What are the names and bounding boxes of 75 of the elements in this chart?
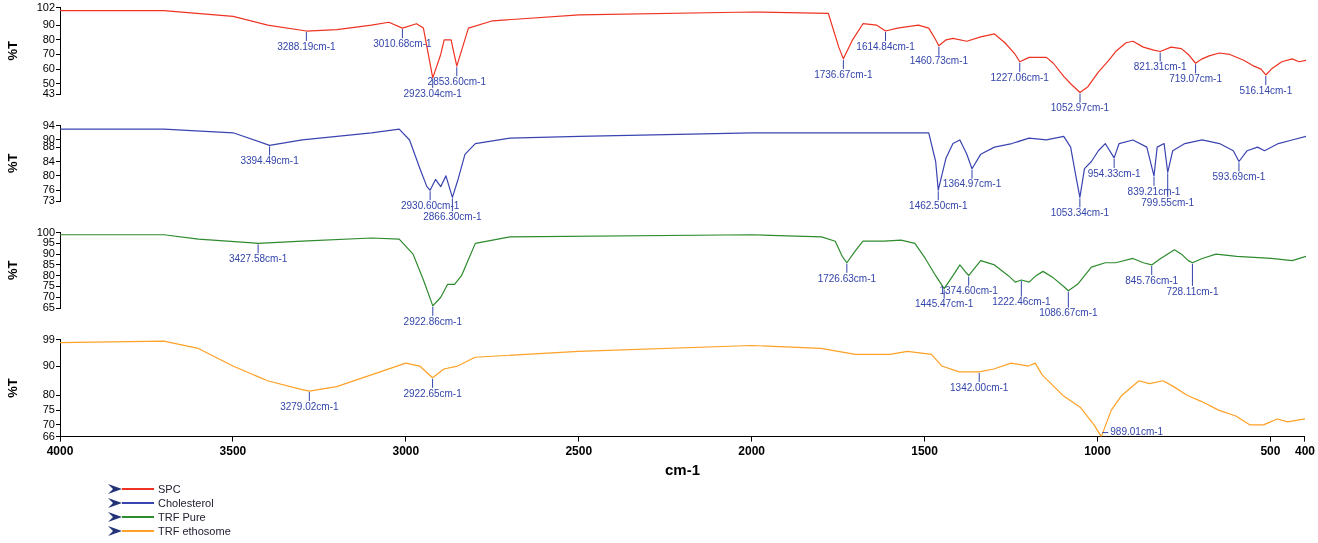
annotation: 3427.58cm-1 [228, 253, 288, 265]
y-axis-title: %T [5, 378, 21, 398]
annotation: 1462.50cm-1 [909, 199, 968, 211]
y-tick-label: 85 [42, 257, 55, 270]
y-tick-label: 75 [42, 403, 55, 416]
y-tick-label: 43 [42, 87, 55, 100]
annotation: 516.14cm-1 [1239, 84, 1293, 96]
y-tick-label: 94 [42, 118, 55, 131]
annotation: 2922.65cm-1 [403, 387, 463, 399]
annotation: 1052.97cm-1 [1050, 102, 1110, 114]
x-tick-label: 2000 [738, 444, 766, 459]
annotation: 845.76cm-1 [1125, 274, 1179, 286]
y-tick-label: 73 [42, 194, 55, 207]
y-tick-label: 70 [42, 417, 55, 430]
y-tick-label: 65 [42, 301, 55, 314]
legend-label: SPC [158, 483, 181, 495]
y-tick-label: 95 [42, 236, 55, 249]
annotation: 728.11cm-1 [1166, 285, 1219, 297]
y-tick-label: 80 [42, 268, 55, 281]
y-tick-label: 80 [42, 32, 55, 45]
x-tick-label: 500 [1260, 444, 1281, 459]
y-axis-title: %T [5, 260, 21, 281]
x-axis-title: cm-1 [664, 461, 701, 479]
annotation: 1445.47cm-1 [914, 298, 974, 310]
y-tick-label: 90 [42, 18, 55, 31]
annotation: 1342.00cm-1 [950, 381, 1009, 393]
y-axis-title: %T [5, 153, 21, 174]
y-tick-label: 90 [42, 247, 55, 260]
y-tick-label: 75 [42, 279, 55, 292]
x-tick-label: 400 [1294, 444, 1316, 459]
annotation: 719.07cm-1 [1169, 73, 1223, 84]
y-tick-label: 99 [42, 332, 55, 345]
legend-label: TRF ethosome [158, 525, 231, 537]
y-tick-label: 84 [42, 154, 55, 167]
legend-label: Cholesterol [158, 497, 214, 509]
y-tick-label: 60 [42, 62, 55, 75]
annotation: 1374.60cm-1 [939, 285, 999, 297]
y-tick-label: 90 [42, 359, 55, 372]
annotation: 1736.67cm-1 [814, 68, 873, 80]
y-tick-label: 50 [42, 76, 55, 89]
x-tick-label: 1000 [1084, 444, 1112, 459]
annotation: 1726.63cm-1 [817, 272, 877, 284]
annotation: 3279.02cm-1 [280, 400, 339, 412]
annotation: 954.33cm-1 [1087, 167, 1141, 179]
annotation: 799.55cm-1 [1141, 196, 1195, 208]
annotation: 1227.06cm-1 [990, 71, 1050, 83]
annotation: 1364.97cm-1 [942, 178, 1002, 190]
x-tick-label: 3500 [219, 444, 247, 459]
legend-label: TRF Pure [158, 511, 206, 523]
y-tick-label: 70 [42, 47, 55, 60]
x-tick-label: 2500 [565, 444, 593, 459]
annotation: 821.31cm-1 [1133, 61, 1188, 73]
annotation: 1086.67cm-1 [1039, 307, 1098, 319]
annotation: 989.01cm-1 [1110, 426, 1164, 438]
annotation: 2922.86cm-1 [403, 315, 463, 327]
x-tick-label: 3000 [392, 444, 420, 459]
annotation: 2866.30cm-1 [423, 210, 483, 222]
y-tick-label: 66 [42, 429, 55, 442]
annotation: 593.69cm-1 [1212, 171, 1266, 183]
x-tick-label: 4000 [46, 444, 74, 459]
y-tick-label: 70 [42, 290, 55, 303]
annotation: 2923.04cm-1 [403, 87, 463, 99]
annotation: 3288.19cm-1 [277, 40, 336, 52]
annotation: 1053.34cm-1 [1050, 207, 1110, 219]
y-tick-label: 80 [42, 168, 55, 181]
annotation: 1460.73cm-1 [909, 55, 969, 67]
annotation: 3394.49cm-1 [240, 155, 300, 167]
y-tick-label: 100 [36, 225, 55, 238]
annotation: 1222.46cm-1 [992, 296, 1051, 308]
y-tick-label: 80 [42, 388, 55, 401]
x-tick-label: 1500 [911, 444, 939, 459]
y-axis-title: %T [5, 40, 21, 61]
annotation: 1614.84cm-1 [856, 40, 916, 52]
y-tick-label: 76 [42, 183, 55, 196]
y-tick-label: 102 [36, 0, 55, 13]
